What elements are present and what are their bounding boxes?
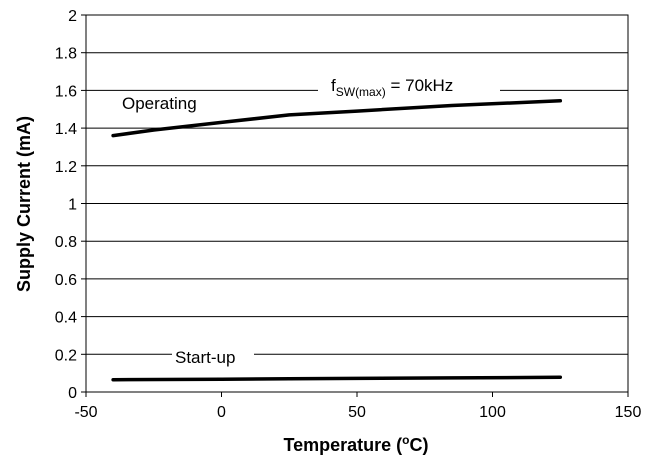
y-tick-label: 1.8 <box>55 46 77 63</box>
series-line-start-up <box>111 375 563 382</box>
startup-label: Start-up <box>175 348 235 367</box>
y-tick-label: 2 <box>68 8 77 25</box>
x-tick-label: 100 <box>479 404 506 421</box>
operating-label-background <box>118 93 214 116</box>
y-tick-label: 1 <box>68 197 77 214</box>
y-tick-label: 1.4 <box>55 121 77 138</box>
x-tick-label: -50 <box>74 404 97 421</box>
y-tick-label: 0.6 <box>55 272 77 289</box>
x-tick-label: 50 <box>348 404 366 421</box>
x-tick-label: 150 <box>615 404 642 421</box>
y-tick-label: 0.2 <box>55 347 77 364</box>
x-tick-labels: -50 0 50 100 150 <box>74 392 641 421</box>
fsw-annotation: fSW(max) = 70kHz <box>331 76 453 99</box>
series-line-operating <box>111 99 563 138</box>
fsw-annotation-background <box>318 73 500 97</box>
y-axis-title: Supply Current (mA) <box>14 116 34 292</box>
x-tick-label: 0 <box>217 404 226 421</box>
startup-label-background <box>172 347 254 370</box>
y-tick-label: 0.4 <box>55 310 77 327</box>
y-tick-labels: 0 0.2 0.4 0.6 0.8 1 1.2 1.4 1.6 1.8 2 <box>55 8 86 402</box>
x-axis-title: Temperature (oC) <box>283 433 428 455</box>
series-layer <box>111 99 563 382</box>
y-tick-label: 0.8 <box>55 234 77 251</box>
operating-label: Operating <box>122 94 197 113</box>
y-tick-label: 1.6 <box>55 83 77 100</box>
y-tick-label: 0 <box>68 385 77 402</box>
y-tick-label: 1.2 <box>55 159 77 176</box>
